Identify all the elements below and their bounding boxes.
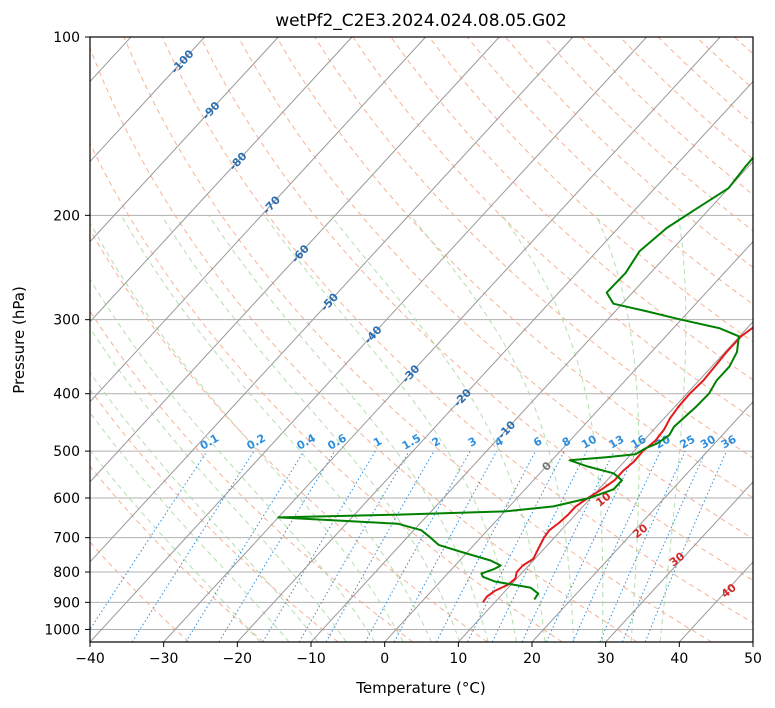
mixing-ratio-line	[393, 450, 498, 642]
isotherm-line	[163, 37, 721, 642]
dry-adiabat-line	[90, 465, 264, 642]
dry-adiabat-line	[390, 37, 753, 381]
temperature-profile	[482, 326, 753, 603]
moist-adiabat-line	[263, 215, 517, 642]
isotherm-line	[384, 240, 753, 642]
y-tick-label: 1000	[44, 622, 80, 638]
moist-adiabat-line	[90, 371, 319, 642]
plot-frame	[89, 36, 754, 643]
isotherm-line	[90, 37, 426, 403]
y-tick-label: 200	[53, 208, 80, 224]
mixing-ratio-line	[90, 450, 208, 631]
dry-adiabat-line	[276, 37, 753, 499]
dry-adiabat-line	[90, 142, 563, 642]
mixing-ratio-line	[491, 450, 588, 642]
isotherm-line	[90, 37, 353, 323]
x-tick-label: −30	[149, 651, 179, 667]
x-tick-label: 50	[744, 651, 762, 667]
mixing-ratio-line	[621, 450, 707, 642]
isotherm-line	[90, 37, 500, 483]
y-axis-ticks: 100 200 300 400 500 600 700 800 900 1000	[44, 30, 90, 638]
isotherm-line	[90, 37, 647, 642]
moist-adiabat-lines	[90, 214, 687, 642]
chart-title: wetPf2_C2E3.2024.024.08.05.G02	[275, 11, 567, 31]
dry-adiabat-line	[90, 228, 488, 642]
moist-adiabat-line	[595, 215, 640, 642]
isotherm-line	[236, 80, 753, 642]
y-tick-label: 400	[53, 387, 80, 403]
mixing-ratio-line	[325, 450, 435, 642]
moist-adiabat-line	[90, 449, 261, 642]
x-axis-title: Temperature (°C)	[355, 679, 485, 697]
mixing-ratio-line	[131, 450, 255, 642]
y-tick-label: 800	[53, 565, 80, 581]
mixing-ratio-line	[185, 450, 305, 642]
moist-adiabat-line	[501, 215, 604, 642]
isotherm-line	[90, 37, 279, 243]
moist-adiabat-line	[120, 215, 432, 642]
y-axis-title: Pressure (hPa)	[10, 286, 28, 394]
dewpoint-profile	[277, 156, 753, 601]
isotherm-line	[310, 160, 753, 642]
y-tick-label: 700	[53, 531, 80, 547]
isotherm-line	[90, 37, 205, 163]
x-tick-label: 40	[670, 651, 688, 667]
mixing-ratio-line	[599, 450, 686, 642]
isotherm-line	[457, 320, 753, 642]
isotherm-lines	[90, 37, 753, 642]
x-tick-label: −20	[223, 651, 253, 667]
moist-adiabat-line	[90, 411, 290, 642]
moist-adiabat-line	[659, 215, 687, 642]
isotherm-line	[90, 37, 574, 563]
y-tick-label: 300	[53, 313, 80, 329]
sounding-profiles	[277, 156, 753, 603]
moist-adiabat-line	[161, 215, 461, 642]
x-tick-label: −40	[75, 651, 105, 667]
moist-adiabat-line	[90, 278, 376, 642]
y-tick-label: 100	[53, 30, 80, 46]
mixing-ratio-line	[364, 450, 471, 642]
moist-adiabat-line	[90, 221, 404, 642]
dry-adiabat-line	[90, 46, 638, 642]
dry-adiabat-line	[161, 37, 753, 624]
moist-adiabat-line	[90, 327, 347, 642]
x-tick-label: 0	[380, 651, 389, 667]
x-axis-ticks: −40 −30 −20 −10 0 10 20 30 40 50	[75, 642, 762, 667]
x-tick-label: −10	[296, 651, 326, 667]
y-tick-label: 600	[53, 491, 80, 507]
mixing-ratio-line	[218, 450, 336, 642]
x-tick-label: 10	[449, 651, 467, 667]
x-tick-label: 30	[597, 651, 615, 667]
moist-adiabat-line	[410, 214, 575, 642]
isotherm-line	[605, 481, 753, 642]
mixing-ratio-lines	[90, 450, 727, 642]
mixing-ratio-line	[467, 450, 565, 642]
moist-adiabat-line	[330, 214, 546, 642]
y-tick-label: 500	[53, 444, 80, 460]
isotherm-line	[531, 401, 753, 642]
x-tick-label: 20	[523, 651, 541, 667]
y-tick-label: 900	[53, 595, 80, 611]
dry-adiabat-line	[466, 37, 753, 305]
